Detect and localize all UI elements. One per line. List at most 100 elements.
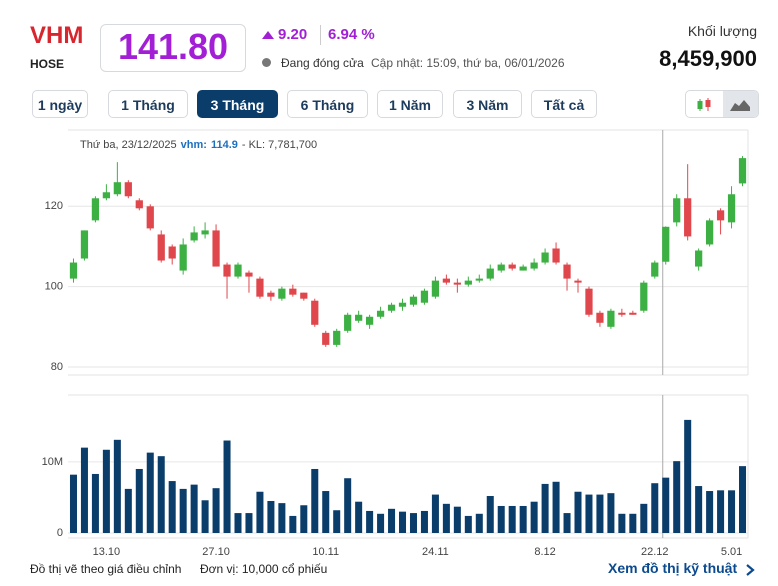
volume-bar <box>651 483 659 533</box>
candle-body <box>475 278 483 281</box>
candle-body <box>91 198 100 221</box>
candle-body <box>113 182 121 195</box>
toggle-icons <box>697 91 758 117</box>
separator <box>320 25 321 45</box>
candle-body <box>267 292 275 297</box>
range-button[interactable]: 3 Tháng <box>197 90 278 118</box>
volume-bar <box>717 490 725 533</box>
candle-body <box>738 158 747 184</box>
status: Đang đóng cửa <box>281 56 364 70</box>
candle-body <box>442 278 451 283</box>
volume-bar <box>695 486 703 533</box>
candle-body <box>530 262 538 269</box>
candle-body <box>300 292 308 299</box>
candle-body <box>705 220 714 245</box>
candle-body <box>278 288 286 299</box>
range-button[interactable]: 1 Tháng <box>108 90 188 118</box>
volume-bar <box>508 505 516 533</box>
candle-body <box>651 262 659 277</box>
candle-body <box>695 250 703 267</box>
volume-bar <box>662 477 670 533</box>
range-button[interactable]: 6 Tháng <box>287 90 368 118</box>
total-volume: 8,459,900 <box>659 46 757 71</box>
candle-body <box>541 252 549 263</box>
range-button[interactable]: 1 ngày <box>32 90 88 118</box>
updated: Cập nhật: 15:09, thứ ba, 06/01/2026 <box>371 56 565 70</box>
volume-bar <box>322 491 330 533</box>
y-tick-label: 80 <box>51 361 63 373</box>
volume-bar <box>234 513 242 533</box>
tooltip-price: 114.9 <box>211 139 238 151</box>
volume-bar <box>475 513 483 533</box>
candle-body <box>289 288 297 295</box>
volume-bar <box>640 503 648 533</box>
volume-bar <box>497 505 505 533</box>
candle-body <box>333 330 341 345</box>
candle-body <box>464 280 472 285</box>
footer-note: Đồ thị vẽ theo giá điều chỉnh <box>30 562 182 576</box>
candle-body <box>201 230 209 235</box>
volume-bar <box>431 494 439 533</box>
x-tick-label: 10.11 <box>312 546 339 558</box>
candle-body <box>716 210 725 221</box>
ticker: VHM <box>30 22 84 49</box>
volume-bar <box>311 468 319 533</box>
volume-label: Khối lượng <box>687 23 757 39</box>
x-tick-label: 8.12 <box>534 546 555 558</box>
candle-body <box>223 264 231 277</box>
candle-body <box>376 310 385 317</box>
volume-bar <box>146 452 154 533</box>
volume-bar <box>409 513 417 533</box>
volume-bar <box>739 466 747 533</box>
volume-bar <box>420 510 428 533</box>
tooltip-volume: - KL: 7,781,700 <box>242 139 317 151</box>
volume-bar <box>333 510 341 533</box>
chart-type-toggle[interactable] <box>685 90 759 118</box>
candle-body <box>409 296 418 305</box>
volume-tick-label: 10M <box>42 456 63 468</box>
tooltip-series: vhm: <box>181 139 207 151</box>
volume-bar <box>256 491 264 533</box>
range-button[interactable]: 3 Năm <box>453 90 522 118</box>
volume-bar <box>618 513 626 533</box>
volume-bar <box>728 490 736 533</box>
change: 9.20 <box>278 26 308 43</box>
volume-bar <box>69 474 77 533</box>
change-pct: 6.94 % <box>328 26 375 43</box>
candle-body <box>69 262 78 279</box>
volume-bar <box>464 515 472 533</box>
candle-body <box>157 234 165 261</box>
candle-body <box>727 194 736 223</box>
volume-bar <box>355 501 363 533</box>
technical-link[interactable]: Xem đồ thị kỹ thuật <box>608 560 738 576</box>
candle-body <box>365 316 374 325</box>
volume-bar <box>585 494 593 533</box>
volume-bar <box>399 511 407 533</box>
candle-body <box>596 312 604 323</box>
volume-bar <box>486 496 494 533</box>
range-button[interactable]: Tất cả <box>531 90 597 118</box>
candle-body <box>508 264 516 269</box>
range-button[interactable]: 1 Năm <box>377 90 443 118</box>
volume-bar <box>157 456 165 533</box>
volume-bar <box>179 488 187 533</box>
volume-bar <box>102 449 110 533</box>
candle-body <box>102 192 111 199</box>
volume-bar <box>135 468 143 533</box>
volume-bar <box>124 488 132 533</box>
volume-bar <box>289 515 297 533</box>
volume-bar <box>168 481 176 533</box>
volume-bar <box>267 500 275 533</box>
tooltip: Thứ ba, 23/12/2025 vhm: 114.9 - KL: 7,781,7… <box>80 139 317 151</box>
volume-bar <box>300 505 308 533</box>
tooltip-date: Thứ ba, 23/12/2025 <box>80 139 177 151</box>
candle-body <box>684 198 692 237</box>
volume-bar <box>223 440 231 533</box>
volume-bar <box>673 461 681 533</box>
candle-body <box>344 314 352 331</box>
candle-body <box>355 314 363 321</box>
x-tick-label: 22.12 <box>641 546 669 558</box>
volume-bar <box>190 484 198 533</box>
volume-bar <box>541 483 549 533</box>
